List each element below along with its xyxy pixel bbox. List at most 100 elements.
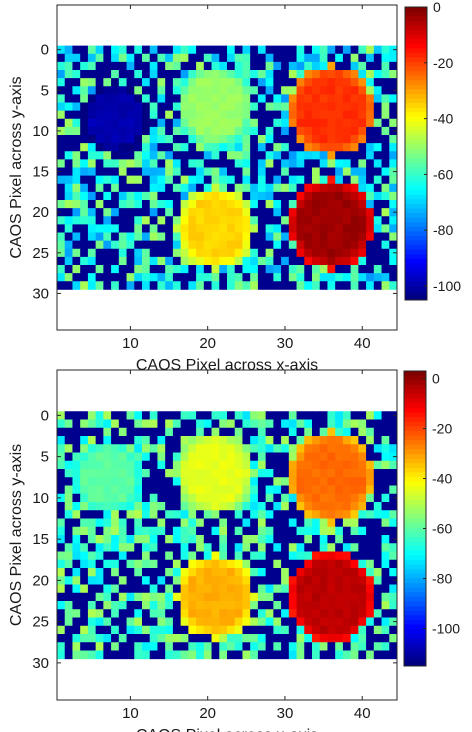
heatmap-cell [157, 224, 166, 233]
heatmap-cell [134, 411, 143, 420]
heatmap-cell [358, 110, 367, 120]
heatmap-cell [57, 232, 66, 242]
heatmap-cell [196, 159, 205, 168]
heatmap-cell [265, 427, 274, 437]
heatmap-cell [342, 61, 352, 71]
colorbar-segment [404, 440, 426, 446]
heatmap-cell [265, 592, 274, 602]
heatmap-cell [234, 175, 243, 185]
heatmap-cell [118, 256, 127, 266]
heatmap-cell [172, 469, 182, 478]
heatmap-cell [234, 110, 243, 120]
heatmap-cell [172, 183, 182, 193]
heatmap-cell [327, 208, 336, 217]
heatmap-cell [118, 625, 127, 635]
heatmap-cell [366, 427, 375, 437]
heatmap-cell [389, 143, 398, 152]
heatmap-cell [358, 427, 367, 437]
heatmap-cell [265, 650, 274, 660]
heatmap-cell [234, 159, 243, 168]
heatmap-cell [188, 551, 197, 561]
heatmap-cell [227, 642, 236, 651]
heatmap-cell [172, 452, 182, 462]
heatmap-cell [358, 208, 367, 217]
heatmap-cell [103, 411, 112, 420]
heatmap-cell [257, 411, 267, 420]
heatmap-cell [366, 240, 375, 250]
colorbar-segment [405, 139, 427, 145]
heatmap-cell [389, 78, 398, 87]
heatmap-cell [111, 642, 120, 651]
heatmap-cell [257, 592, 267, 602]
heatmap-cell [196, 151, 205, 160]
heatmap-cell [381, 175, 390, 185]
heatmap-cell [72, 281, 81, 290]
heatmap-cell [111, 576, 120, 585]
x-tick-label: 30 [277, 335, 294, 352]
heatmap-cell [257, 526, 267, 536]
heatmap-cell [57, 265, 66, 274]
colorbar-segment [404, 569, 426, 575]
y-tick-label: 5 [41, 82, 49, 99]
heatmap-cell [265, 460, 274, 470]
heatmap-cell [142, 216, 151, 225]
heatmap-cell [296, 86, 305, 95]
heatmap-cell [373, 159, 382, 168]
heatmap-cell [188, 559, 197, 569]
heatmap-cell [257, 485, 267, 495]
heatmap-cell [188, 191, 197, 201]
heatmap-cell [80, 110, 89, 120]
heatmap-cell [118, 617, 127, 627]
heatmap-cell [87, 248, 97, 258]
heatmap-cell [234, 248, 243, 258]
heatmap-cell [265, 502, 274, 511]
heatmap-cell [211, 248, 220, 258]
heatmap-cell [188, 444, 197, 453]
heatmap-cell [366, 411, 375, 420]
heatmap-cell [157, 126, 166, 136]
heatmap-cell [126, 502, 135, 511]
heatmap-cell [257, 510, 267, 519]
colorbar-segment [405, 226, 427, 232]
heatmap-cell [234, 281, 243, 290]
heatmap-cell [288, 110, 297, 120]
heatmap-cell [288, 61, 297, 71]
heatmap-cell [227, 584, 236, 594]
heatmap-cell [234, 191, 243, 201]
heatmap-cell [296, 502, 305, 511]
heatmap-cell [219, 216, 228, 225]
heatmap-cell [95, 609, 104, 618]
heatmap-cell [312, 568, 321, 577]
heatmap-cell [234, 460, 243, 470]
heatmap-cell [381, 460, 390, 470]
heatmap-cell [350, 102, 359, 112]
heatmap-cell [134, 265, 143, 274]
heatmap-cell [273, 240, 282, 250]
heatmap-cell [87, 634, 97, 643]
heatmap-cell [118, 568, 127, 577]
heatmap-cell [342, 143, 352, 152]
heatmap-cell [211, 135, 220, 144]
heatmap-cell [381, 224, 390, 233]
heatmap-cell [257, 232, 267, 242]
heatmap-cell [134, 634, 143, 643]
heatmap-cell [72, 265, 81, 274]
heatmap-cell [211, 584, 220, 594]
colorbar-segment [405, 144, 427, 150]
heatmap-cell [80, 427, 89, 437]
heatmap-cell [312, 650, 321, 660]
heatmap-cell [304, 78, 313, 87]
heatmap-cell [350, 502, 359, 511]
heatmap-cell [319, 273, 328, 282]
heatmap-cell [381, 273, 390, 282]
heatmap-cell [219, 273, 228, 282]
heatmap-cell [80, 61, 89, 71]
heatmap-cell [172, 102, 182, 112]
heatmap-cell [335, 118, 344, 128]
heatmap-cell [350, 634, 359, 643]
heatmap-cell [203, 576, 212, 585]
heatmap-cell [273, 167, 282, 177]
heatmap-cell [72, 224, 81, 233]
heatmap-cell [273, 493, 282, 503]
